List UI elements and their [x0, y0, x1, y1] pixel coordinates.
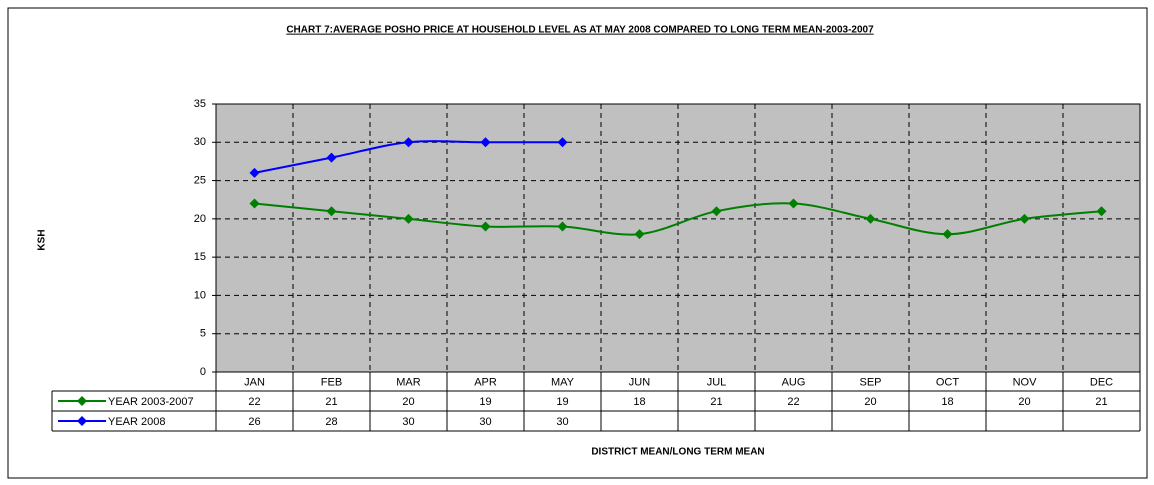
series-marker — [480, 137, 491, 148]
y-tick-label: 10 — [194, 289, 206, 301]
x-tick-label: JAN — [244, 376, 265, 388]
y-tick-label: 20 — [194, 213, 206, 225]
series-marker — [326, 206, 337, 217]
y-tick-label: 30 — [194, 136, 206, 148]
series-marker — [403, 213, 414, 224]
series-marker — [557, 137, 568, 148]
chart-title: CHART 7:AVERAGE POSHO PRICE AT HOUSEHOLD… — [286, 25, 874, 36]
series-marker — [249, 167, 260, 178]
series-marker — [249, 198, 260, 209]
x-tick-label: JUN — [629, 376, 650, 388]
x-tick-label: MAR — [396, 376, 421, 388]
series-marker — [480, 221, 491, 232]
table-value: 20 — [402, 396, 414, 408]
series-marker — [403, 137, 414, 148]
table-value: 30 — [402, 416, 414, 428]
table-value: 22 — [787, 396, 799, 408]
x-tick-label: APR — [474, 376, 497, 388]
x-tick-label: OCT — [936, 376, 960, 388]
legend-marker — [77, 396, 87, 406]
y-tick-label: 0 — [200, 366, 206, 378]
table-value: 20 — [864, 396, 876, 408]
series-marker — [942, 229, 953, 240]
series-line — [254, 202, 1102, 236]
x-axis-label: DISTRICT MEAN/LONG TERM MEAN — [591, 447, 764, 458]
x-tick-label: DEC — [1090, 376, 1113, 388]
y-axis-label: KSH — [37, 229, 48, 250]
table-value: 21 — [1095, 396, 1107, 408]
x-tick-label: FEB — [321, 376, 342, 388]
table-value: 22 — [248, 396, 260, 408]
series-marker — [788, 198, 799, 209]
series-marker — [634, 229, 645, 240]
table-value: 19 — [556, 396, 568, 408]
x-tick-label: AUG — [782, 376, 806, 388]
y-tick-label: 5 — [200, 328, 206, 340]
table-value: 21 — [710, 396, 722, 408]
series-marker — [865, 213, 876, 224]
legend-marker — [77, 416, 87, 426]
y-tick-label: 15 — [194, 251, 206, 263]
x-tick-label: SEP — [859, 376, 881, 388]
table-value: 28 — [325, 416, 337, 428]
x-tick-label: NOV — [1013, 376, 1038, 388]
legend-label: YEAR 2003-2007 — [108, 396, 194, 408]
series-marker — [1096, 206, 1107, 217]
table-value: 30 — [479, 416, 491, 428]
table-value: 21 — [325, 396, 337, 408]
legend-label: YEAR 2008 — [108, 416, 165, 428]
y-tick-label: 25 — [194, 174, 206, 186]
x-tick-label: MAY — [551, 376, 575, 388]
series-marker — [557, 221, 568, 232]
series-marker — [711, 206, 722, 217]
series-marker — [326, 152, 337, 163]
x-tick-label: JUL — [707, 376, 727, 388]
series-marker — [1019, 213, 1030, 224]
table-value: 18 — [941, 396, 953, 408]
table-value: 20 — [1018, 396, 1030, 408]
table-value: 18 — [633, 396, 645, 408]
table-value: 26 — [248, 416, 260, 428]
y-tick-label: 35 — [194, 98, 206, 110]
table-value: 19 — [479, 396, 491, 408]
table-value: 30 — [556, 416, 568, 428]
